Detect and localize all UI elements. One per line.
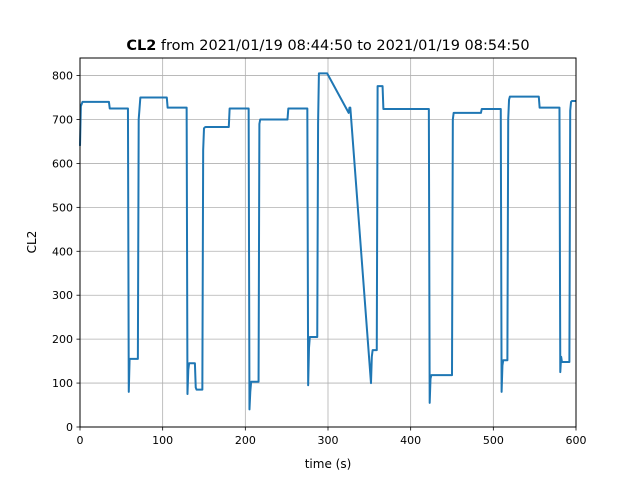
chart-title-rest: from 2021/01/19 08:44:50 to 2021/01/19 0…: [156, 38, 529, 54]
x-tick-label: 100: [152, 434, 173, 447]
x-tick-label: 400: [400, 434, 421, 447]
x-tick-label: 0: [77, 434, 84, 447]
y-tick-label: 500: [52, 201, 73, 214]
x-tick-label: 600: [566, 434, 587, 447]
y-tick-label: 100: [52, 377, 73, 390]
y-axis-label: CL2: [25, 231, 39, 254]
x-axis: 0 100 200 300 400 500 600: [77, 427, 587, 447]
x-tick-label: 500: [483, 434, 504, 447]
chart-title-bold: CL2: [126, 38, 156, 54]
x-axis-label: time (s): [305, 457, 352, 471]
x-tick-label: 300: [318, 434, 339, 447]
y-tick-label: 300: [52, 289, 73, 302]
x-tick-label: 200: [235, 434, 256, 447]
y-tick-label: 200: [52, 333, 73, 346]
y-tick-label: 800: [52, 70, 73, 83]
series-line: [79, 72, 576, 411]
series-layer: [79, 72, 576, 411]
y-tick-label: 0: [66, 421, 73, 434]
y-tick-label: 600: [52, 157, 73, 170]
y-tick-label: 400: [52, 245, 73, 258]
y-tick-label: 700: [52, 114, 73, 127]
y-axis: 0 100 200 300 400 500 600 700 800: [52, 70, 80, 434]
chart-title: CL2 from 2021/01/19 08:44:50 to 2021/01/…: [126, 38, 529, 54]
